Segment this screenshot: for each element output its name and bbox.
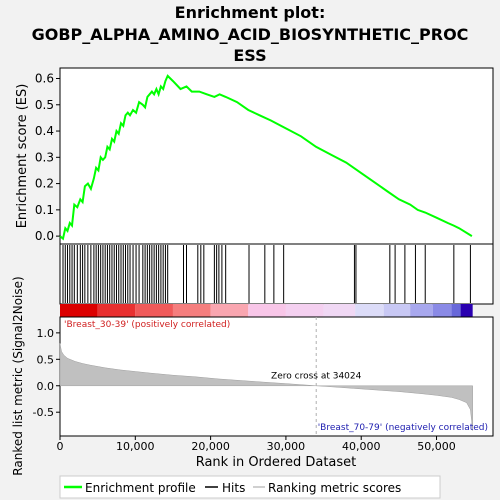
es-y-axis: 0.0 0.1 0.2 0.3 0.4 0.5 0.6 (35, 72, 60, 243)
heatbar-segment (383, 304, 411, 317)
x-tick-label: 30,000 (267, 440, 306, 453)
legend: Enrichment profile Hits Ranking metric s… (59, 475, 441, 499)
heatbar-segment (248, 304, 286, 317)
heatbar-segment (285, 304, 324, 317)
positive-correlation-label: 'Breast_30-39' (positively correlated) (64, 320, 230, 330)
rank-y-tick-label: 1.0 (37, 327, 55, 340)
x-axis: 0 10,000 20,000 30,000 40,000 50,000 (57, 436, 456, 453)
es-plot-area (59, 67, 494, 245)
x-tick-label: 20,000 (191, 440, 230, 453)
title-line-3: ESS (233, 46, 266, 65)
heatbar-segment (135, 304, 173, 317)
hit-marks (62, 245, 471, 303)
chart-title: Enrichment plot: GOBP_ALPHA_AMINO_ACID_B… (32, 3, 469, 65)
legend-metric-label: Ranking metric scores (268, 481, 401, 495)
es-y-tick-label: 0.5 (35, 98, 54, 112)
es-y-tick-label: 0.1 (35, 203, 54, 217)
ranking-metric-area (59, 343, 473, 431)
heatbar-segment (60, 304, 98, 317)
heatbar-segment (97, 304, 136, 317)
rank-panel: -0.5 0.0 0.5 1.0 Zero cross at 34024 'Breas… (11, 276, 494, 476)
es-y-tick-label: 0.2 (35, 177, 54, 191)
rank-heatbar (60, 304, 473, 317)
heatbar-segment (451, 304, 461, 317)
legend-profile-label: Enrichment profile (85, 481, 196, 495)
x-tick-label: 40,000 (342, 440, 381, 453)
rank-y-axis: -0.5 0.0 0.5 1.0 (33, 327, 60, 419)
heatbar-segment (210, 304, 249, 317)
title-line-2: GOBP_ALPHA_AMINO_ACID_BIOSYNTHETIC_PROC (32, 25, 469, 44)
rank-y-tick-label: 0.5 (37, 353, 55, 366)
negative-correlation-label: 'Breast_70-79' (negatively correlated) (318, 423, 488, 433)
heatbar-segment (432, 304, 452, 317)
es-panel: 0.0 0.1 0.2 0.3 0.4 0.5 0.6 Enrichment score (… (15, 67, 494, 245)
legend-box (59, 475, 441, 499)
es-y-tick-label: 0.6 (35, 72, 54, 86)
enrichment-profile-line (59, 74, 473, 241)
zero-cross-label: Zero cross at 34024 (271, 371, 362, 381)
rank-y-axis-label: Ranked list metric (Signal2Noise) (11, 276, 25, 475)
heatbar-segment (410, 304, 433, 317)
es-y-tick-label: 0.4 (35, 124, 54, 138)
x-tick-label: 50,000 (417, 440, 456, 453)
title-line-1: Enrichment plot: (175, 3, 326, 22)
legend-hits-label: Hits (222, 481, 245, 495)
heatbar-segment (355, 304, 384, 317)
es-y-axis-label: Enrichment score (ES) (15, 84, 30, 229)
hits-panel (59, 243, 494, 305)
es-y-tick-label: 0.3 (35, 150, 54, 164)
rank-y-tick-label: 0.0 (37, 380, 55, 393)
x-tick-label: 0 (57, 440, 64, 453)
x-axis-label: Rank in Ordered Dataset (196, 455, 357, 470)
heatbar-segment (172, 304, 211, 317)
rank-y-tick-label: -0.5 (33, 406, 54, 419)
heatbar-segment (323, 304, 356, 317)
hits-plot-area (59, 243, 494, 305)
x-tick-label: 10,000 (116, 440, 155, 453)
heatbar-segment (460, 304, 473, 317)
es-y-tick-label: 0.0 (35, 229, 54, 243)
